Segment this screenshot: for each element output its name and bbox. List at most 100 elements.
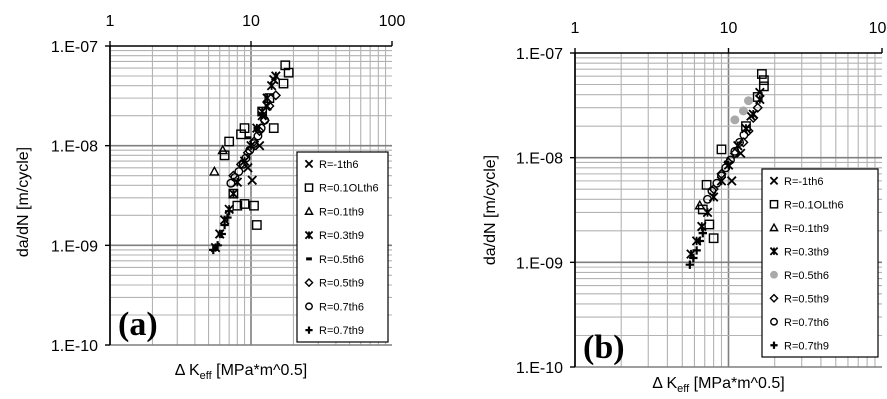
data-point bbox=[219, 150, 230, 161]
x-tick-label: 10 bbox=[242, 13, 260, 30]
legend-entry: R=0.3th9 bbox=[784, 246, 829, 258]
data-point bbox=[716, 171, 726, 181]
data-point bbox=[698, 228, 707, 238]
y-tick-label: 1.E-07 bbox=[51, 39, 98, 56]
legend-marker bbox=[770, 270, 778, 279]
data-point bbox=[735, 148, 746, 159]
legend-entry: R=0.1OLth6 bbox=[319, 183, 379, 195]
legend-entry: R=0.1th9 bbox=[319, 206, 364, 218]
data-point bbox=[213, 241, 222, 250]
data-point bbox=[256, 123, 266, 133]
data-point bbox=[712, 178, 722, 188]
series-R=0.5th6 bbox=[730, 96, 753, 125]
x-tick-label: 10 bbox=[720, 20, 738, 37]
y-tick-label: 1.E-09 bbox=[516, 255, 563, 272]
data-point bbox=[704, 219, 715, 230]
data-point bbox=[220, 220, 229, 230]
x-axis-label: Δ Keff [MPa*m^0.5] bbox=[652, 375, 785, 394]
data-point bbox=[758, 75, 769, 86]
data-point bbox=[685, 260, 695, 269]
legend-entry: R=0.3th9 bbox=[319, 230, 364, 242]
data-point bbox=[253, 131, 263, 141]
data-point bbox=[249, 139, 259, 149]
data-point bbox=[209, 245, 218, 255]
legend-entry: R=0.5th9 bbox=[319, 278, 364, 290]
data-point bbox=[730, 146, 740, 156]
data-point bbox=[723, 157, 734, 168]
legend-marker bbox=[304, 159, 314, 169]
legend-marker bbox=[306, 257, 312, 261]
data-point bbox=[725, 155, 735, 165]
data-point bbox=[730, 115, 740, 125]
data-point bbox=[758, 81, 769, 92]
x-tick-label: 100 bbox=[869, 20, 887, 37]
data-point bbox=[270, 90, 282, 101]
data-point bbox=[738, 137, 749, 148]
legend-box bbox=[296, 151, 389, 343]
legend-marker bbox=[305, 326, 313, 334]
data-point bbox=[695, 236, 704, 246]
series-R=0.1th9 bbox=[209, 144, 229, 176]
legend-marker bbox=[304, 206, 314, 215]
legend-marker bbox=[304, 230, 314, 240]
legend-marker bbox=[304, 183, 314, 192]
legend-marker bbox=[769, 222, 779, 232]
legend-entry: R=0.7th6 bbox=[319, 301, 364, 313]
data-point bbox=[729, 148, 741, 159]
x-axis-label: Δ Keff [MPa*m^0.5] bbox=[175, 362, 308, 382]
data-point bbox=[223, 213, 232, 222]
data-point bbox=[707, 186, 717, 196]
legend-entry: R=0.1OLth6 bbox=[784, 199, 844, 211]
y-axis-label: da/dN [m/cycle] bbox=[15, 147, 32, 257]
data-point bbox=[245, 145, 255, 155]
data-point bbox=[226, 178, 236, 188]
data-point bbox=[244, 136, 252, 140]
data-point bbox=[743, 125, 754, 137]
data-point bbox=[703, 194, 713, 204]
x-tick-label: 1 bbox=[571, 20, 580, 37]
legend-entry: R=0.1th9 bbox=[784, 223, 829, 235]
legend: R=-1th6 R=0.1OLth6 R=0.1th9 R=0.3th9 R=0.5th… bbox=[296, 151, 389, 343]
data-point bbox=[708, 233, 719, 244]
y-tick-label: 1.E-10 bbox=[516, 360, 563, 377]
data-point bbox=[726, 176, 737, 186]
y-tick-label: 1.E-08 bbox=[516, 151, 563, 168]
legend-marker bbox=[770, 341, 778, 349]
data-point bbox=[251, 220, 262, 230]
data-point bbox=[217, 144, 229, 155]
panel-b: 1 10 100 1.E-07 1.E-08 1.E-09 1.E-10 da/dN [m/c… bbox=[482, 20, 887, 395]
legend-marker bbox=[305, 302, 313, 311]
data-point bbox=[283, 67, 294, 78]
legend-box bbox=[761, 168, 879, 358]
series-R=0.7th6 bbox=[226, 115, 270, 188]
y-tick-label: 1.E-10 bbox=[51, 338, 98, 355]
x-tick-label: 100 bbox=[379, 13, 406, 30]
data-point bbox=[738, 106, 748, 116]
legend-entry: R=0.7th9 bbox=[319, 325, 364, 337]
data-point bbox=[239, 199, 250, 209]
data-point bbox=[249, 200, 259, 211]
data-point bbox=[716, 144, 727, 155]
y-tick-label: 1.E-08 bbox=[51, 139, 98, 156]
data-point bbox=[236, 129, 246, 140]
data-point bbox=[278, 78, 289, 89]
data-point bbox=[756, 69, 767, 79]
data-point bbox=[254, 125, 265, 137]
y-tick-label: 1.E-09 bbox=[51, 238, 98, 255]
legend-marker bbox=[769, 176, 779, 185]
data-point bbox=[754, 94, 765, 105]
data-point bbox=[209, 165, 220, 176]
legend-entry: R=-1th6 bbox=[319, 159, 358, 171]
data-point bbox=[260, 115, 270, 125]
legend-marker bbox=[769, 293, 779, 303]
data-point bbox=[694, 199, 706, 210]
legend-marker bbox=[769, 247, 779, 256]
x-tick-label: 1 bbox=[106, 13, 115, 30]
data-point bbox=[262, 93, 272, 103]
legend-entry: R=0.5th9 bbox=[784, 293, 829, 305]
series-R=0.7th9 bbox=[685, 228, 707, 269]
legend-entry: R=0.7th9 bbox=[784, 340, 829, 352]
data-point bbox=[268, 123, 279, 134]
data-point bbox=[264, 100, 275, 112]
data-point bbox=[748, 112, 759, 124]
